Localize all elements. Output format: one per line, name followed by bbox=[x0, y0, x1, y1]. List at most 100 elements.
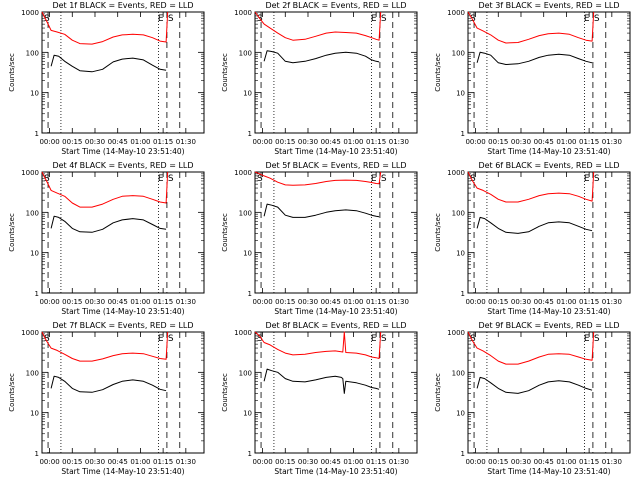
y-tick-label: 1000 bbox=[21, 169, 39, 177]
x-tick-label: 01:00 bbox=[343, 138, 363, 146]
event-marker-letter: S bbox=[168, 174, 174, 184]
x-tick-label: 00:15 bbox=[275, 458, 295, 466]
x-tick-label: 00:15 bbox=[488, 138, 508, 146]
event-marker-letter: S bbox=[470, 174, 476, 184]
x-tick-label: 01:30 bbox=[389, 138, 409, 146]
x-tick-label: 00:00 bbox=[465, 458, 485, 466]
x-axis-label: Start Time (14-May-10 23:51:40) bbox=[487, 467, 610, 476]
x-tick-label: 00:00 bbox=[252, 458, 272, 466]
x-tick-label: 00:45 bbox=[108, 298, 128, 306]
event-marker-letter: E bbox=[371, 174, 377, 184]
plot-frame bbox=[254, 11, 418, 134]
plot-frame bbox=[467, 331, 631, 454]
x-tick-label: 01:15 bbox=[153, 138, 173, 146]
y-axis-label: Counts/sec bbox=[434, 53, 442, 92]
x-tick-label: 00:30 bbox=[298, 138, 318, 146]
events-series-line bbox=[476, 51, 593, 65]
event-marker-letter: S bbox=[470, 14, 476, 24]
event-marker-letter: S bbox=[257, 334, 263, 344]
y-tick-label: 1 bbox=[248, 130, 252, 138]
y-tick-label: 1000 bbox=[447, 329, 465, 337]
lld-series-line bbox=[254, 171, 382, 186]
x-tick-label: 00:15 bbox=[488, 298, 508, 306]
lld-series-line bbox=[41, 11, 169, 45]
x-tick-label: 01:00 bbox=[556, 298, 576, 306]
x-tick-label: 00:30 bbox=[85, 138, 105, 146]
event-marker-letter: S bbox=[381, 334, 387, 344]
panel-6: Det 6f BLACK = Events, RED = LLD 1 10 100 10… bbox=[434, 161, 631, 316]
x-tick-label: 00:30 bbox=[511, 298, 531, 306]
x-tick-label: 00:45 bbox=[321, 298, 341, 306]
x-tick-label: 00:00 bbox=[39, 298, 59, 306]
x-tick-label: 00:30 bbox=[85, 458, 105, 466]
x-tick-label: 01:00 bbox=[343, 298, 363, 306]
y-axis-label: Counts/sec bbox=[221, 213, 229, 252]
lld-series-line bbox=[254, 331, 382, 359]
x-tick-label: 01:30 bbox=[176, 138, 196, 146]
x-tick-label: 00:15 bbox=[62, 458, 82, 466]
y-tick-label: 1 bbox=[461, 450, 465, 458]
events-series-line bbox=[50, 375, 167, 393]
lld-series-line bbox=[41, 171, 169, 208]
x-tick-label: 00:30 bbox=[85, 298, 105, 306]
plot-frame bbox=[41, 11, 205, 134]
x-tick-label: 01:30 bbox=[602, 298, 622, 306]
x-axis-label: Start Time (14-May-10 23:51:40) bbox=[487, 147, 610, 156]
y-tick-label: 10 bbox=[30, 250, 39, 258]
y-tick-label: 1000 bbox=[21, 329, 39, 337]
x-tick-label: 00:30 bbox=[511, 138, 531, 146]
y-tick-label: 100 bbox=[239, 209, 252, 217]
event-marker-letter: E bbox=[584, 14, 590, 24]
plot-frame bbox=[467, 11, 631, 134]
event-marker-letter: S bbox=[594, 174, 600, 184]
event-marker-letter: S bbox=[594, 14, 600, 24]
x-tick-label: 00:30 bbox=[298, 458, 318, 466]
x-axis-label: Start Time (14-May-10 23:51:40) bbox=[61, 467, 184, 476]
event-marker-letter: E bbox=[584, 334, 590, 344]
y-tick-label: 1000 bbox=[447, 9, 465, 17]
x-tick-label: 00:00 bbox=[39, 138, 59, 146]
y-tick-label: 10 bbox=[243, 250, 252, 258]
panel-title: Det 8f BLACK = Events, RED = LLD bbox=[265, 321, 406, 330]
x-tick-label: 00:45 bbox=[534, 298, 554, 306]
plot-frame bbox=[41, 331, 205, 454]
plot-frame bbox=[254, 171, 418, 294]
panel-5: Det 5f BLACK = Events, RED = LLD 1 10 100 10… bbox=[221, 161, 418, 316]
y-tick-label: 1000 bbox=[234, 329, 252, 337]
y-tick-label: 1 bbox=[461, 290, 465, 298]
y-tick-label: 100 bbox=[452, 209, 465, 217]
y-tick-label: 1 bbox=[35, 290, 39, 298]
event-marker-letter: S bbox=[168, 334, 174, 344]
x-tick-label: 00:15 bbox=[275, 298, 295, 306]
x-tick-label: 00:00 bbox=[465, 298, 485, 306]
y-tick-label: 10 bbox=[30, 90, 39, 98]
x-tick-label: 01:30 bbox=[602, 458, 622, 466]
x-tick-label: 01:00 bbox=[130, 138, 150, 146]
x-tick-label: 01:30 bbox=[389, 298, 409, 306]
panel-title: Det 4f BLACK = Events, RED = LLD bbox=[52, 161, 193, 170]
x-tick-label: 01:30 bbox=[176, 298, 196, 306]
panel-title: Det 5f BLACK = Events, RED = LLD bbox=[265, 161, 406, 170]
y-axis-label: Counts/sec bbox=[434, 213, 442, 252]
y-tick-label: 10 bbox=[456, 250, 465, 258]
event-marker-letter: E bbox=[371, 334, 377, 344]
event-marker-letter: E bbox=[158, 174, 164, 184]
y-tick-label: 1 bbox=[461, 130, 465, 138]
y-axis-label: Counts/sec bbox=[8, 53, 16, 92]
x-tick-label: 01:15 bbox=[366, 138, 386, 146]
y-tick-label: 10 bbox=[243, 90, 252, 98]
event-marker-letter: S bbox=[168, 14, 174, 24]
y-tick-label: 10 bbox=[30, 410, 39, 418]
x-axis-label: Start Time (14-May-10 23:51:40) bbox=[274, 467, 397, 476]
x-tick-label: 00:15 bbox=[62, 298, 82, 306]
y-tick-label: 1 bbox=[35, 130, 39, 138]
event-marker-letter: S bbox=[381, 174, 387, 184]
x-tick-label: 00:30 bbox=[298, 298, 318, 306]
x-axis-label: Start Time (14-May-10 23:51:40) bbox=[61, 307, 184, 316]
panel-title: Det 1f BLACK = Events, RED = LLD bbox=[52, 1, 193, 10]
panel-title: Det 7f BLACK = Events, RED = LLD bbox=[52, 321, 193, 330]
panel-title: Det 2f BLACK = Events, RED = LLD bbox=[265, 1, 406, 10]
x-tick-label: 00:45 bbox=[108, 458, 128, 466]
x-tick-label: 00:30 bbox=[511, 458, 531, 466]
y-tick-label: 100 bbox=[26, 209, 39, 217]
